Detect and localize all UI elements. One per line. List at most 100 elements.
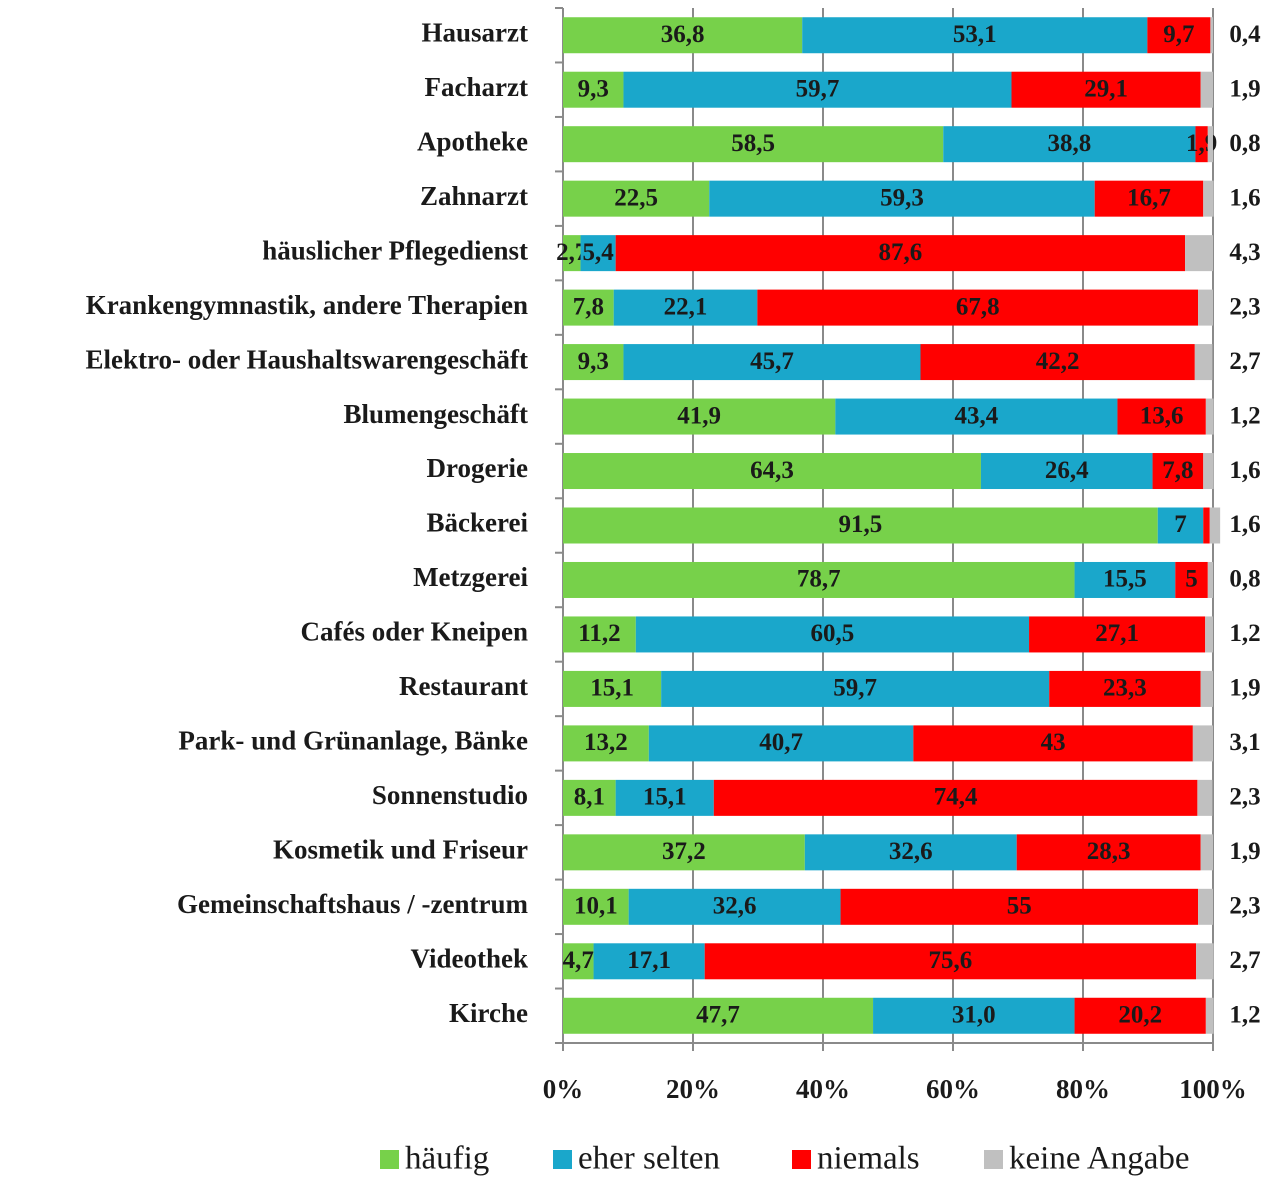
legend-swatch	[380, 1150, 399, 1169]
category-label: Cafés oder Kneipen	[301, 617, 529, 647]
value-label: 87,6	[878, 239, 922, 266]
bar-segment	[563, 344, 624, 381]
bar-segment	[840, 888, 1199, 925]
x-tick-label: 100%	[1179, 1074, 1247, 1104]
bar-segment	[563, 507, 1158, 544]
value-label: 74,4	[934, 784, 978, 811]
category-label: Apotheke	[417, 126, 528, 156]
value-label: 5,4	[582, 239, 614, 266]
value-label: 3,1	[1229, 729, 1260, 756]
value-label: 15,1	[590, 675, 634, 702]
bar-segment	[1152, 453, 1204, 490]
bar-segment	[1209, 507, 1221, 544]
value-label: 58,5	[731, 130, 775, 157]
value-label: 67,8	[956, 293, 1000, 320]
value-label: 20,2	[1118, 1001, 1162, 1028]
value-label: 8,1	[574, 784, 605, 811]
value-label: 53,1	[953, 21, 997, 48]
bar-segment	[1016, 834, 1201, 871]
bar-segment	[563, 725, 649, 762]
bar-segment	[757, 289, 1199, 326]
bar-segment	[713, 779, 1198, 816]
value-label: 16,7	[1127, 184, 1171, 211]
value-label: 40,7	[759, 729, 803, 756]
category-label: Drogerie	[427, 453, 528, 483]
bar-segment	[563, 779, 616, 816]
bar-segment	[704, 943, 1197, 980]
bar-segment	[563, 561, 1075, 598]
value-label: 41,9	[677, 402, 721, 429]
category-label: Sonnenstudio	[372, 780, 528, 810]
value-label: 15,1	[643, 784, 687, 811]
bar-segment	[563, 943, 594, 980]
value-label: 26,4	[1045, 457, 1089, 484]
value-label: 13,2	[584, 729, 628, 756]
value-label: 2,7	[1229, 947, 1260, 974]
value-label: 28,3	[1087, 838, 1131, 865]
bar-segment	[1200, 834, 1213, 871]
bar-segment	[615, 235, 1186, 272]
legend-label: häufig	[405, 1141, 489, 1177]
bar-segment	[635, 616, 1030, 653]
value-label: 4,7	[563, 947, 594, 974]
value-label: 29,1	[1084, 75, 1128, 102]
value-label: 7	[1174, 511, 1187, 538]
value-label: 32,6	[713, 893, 757, 920]
value-label: 22,5	[614, 184, 658, 211]
category-label: Zahnarzt	[420, 181, 528, 211]
bar-segment	[1147, 17, 1211, 54]
category-label: Kosmetik und Friseur	[273, 835, 528, 865]
value-label: 38,8	[1047, 130, 1091, 157]
value-label: 1,6	[1229, 457, 1260, 484]
category-label: Park- und Grünanlage, Bänke	[178, 726, 528, 756]
bar-segment	[980, 453, 1153, 490]
value-label: 10,1	[574, 893, 618, 920]
bar-segment	[563, 834, 805, 871]
x-tick-label: 60%	[926, 1074, 980, 1104]
bar-segment	[835, 398, 1118, 435]
value-label: 4,3	[1229, 239, 1260, 266]
value-label: 47,7	[696, 1001, 740, 1028]
bar-segment	[623, 71, 1012, 108]
bar-segment	[709, 180, 1095, 217]
bar-segment	[563, 888, 629, 925]
x-tick-label: 0%	[543, 1074, 584, 1104]
x-tick-label: 20%	[666, 1074, 720, 1104]
value-label: 13,6	[1140, 402, 1184, 429]
category-label: Restaurant	[399, 671, 528, 701]
category-label: Bäckerei	[427, 508, 529, 538]
bar-segment	[1197, 779, 1213, 816]
bar-segment	[1205, 616, 1213, 653]
bar-segment	[563, 71, 624, 108]
category-label: Facharzt	[425, 72, 528, 102]
value-label: 2,7	[1229, 348, 1260, 375]
bar-segment	[563, 997, 874, 1034]
value-label: 23,3	[1103, 675, 1147, 702]
category-label: Videothek	[410, 943, 528, 973]
bar-segment	[802, 17, 1148, 54]
bar-segment	[1205, 398, 1214, 435]
bar-segment	[1196, 943, 1214, 980]
bar-segment	[1094, 180, 1204, 217]
bar-segment	[1205, 997, 1214, 1034]
bar-segment	[1117, 398, 1206, 435]
value-label: 32,6	[889, 838, 933, 865]
x-tick-label: 80%	[1056, 1074, 1110, 1104]
value-label: 78,7	[797, 566, 841, 593]
category-label: Krankengymnastik, andere Therapien	[86, 290, 528, 320]
bar-segment	[1203, 507, 1210, 544]
bar-segment	[1203, 453, 1214, 490]
value-label: 9,3	[578, 75, 609, 102]
bar-segment	[563, 398, 836, 435]
value-label: 11,2	[578, 620, 620, 647]
value-label: 55	[1007, 893, 1032, 920]
bar-segment	[943, 126, 1196, 163]
value-label: 2,3	[1229, 893, 1260, 920]
bar-segment	[1192, 725, 1213, 762]
value-label: 22,1	[664, 293, 708, 320]
category-label: Elektro- oder Haushaltswarengeschäft	[86, 344, 529, 374]
category-label: Gemeinschaftshaus / -zentrum	[177, 889, 528, 919]
value-label: 75,6	[929, 947, 973, 974]
legend-label: niemals	[817, 1141, 920, 1177]
bar-segment	[913, 725, 1193, 762]
